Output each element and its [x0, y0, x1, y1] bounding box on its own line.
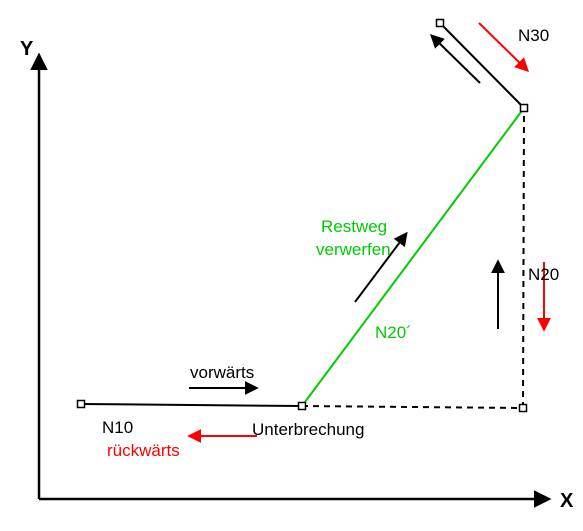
- label-forward: vorwärts: [190, 363, 254, 382]
- node-p2: [299, 403, 306, 410]
- label-n20: N20: [528, 265, 559, 284]
- node-p4: [521, 105, 528, 112]
- node-p1: [78, 401, 85, 408]
- label-interrupt: Unterbrechung: [252, 420, 364, 439]
- label-n10: N10: [102, 418, 133, 437]
- label-discard2: verwerfen: [316, 240, 391, 259]
- label-n30: N30: [518, 26, 549, 45]
- label-n20p: N20´: [375, 323, 412, 342]
- x-axis-label: X: [560, 490, 574, 512]
- y-axis-label: Y: [20, 38, 34, 60]
- label-backward: rückwärts: [107, 441, 180, 460]
- node-p3: [520, 405, 527, 412]
- label-discard1: Restweg: [321, 217, 387, 236]
- node-p5: [437, 20, 444, 27]
